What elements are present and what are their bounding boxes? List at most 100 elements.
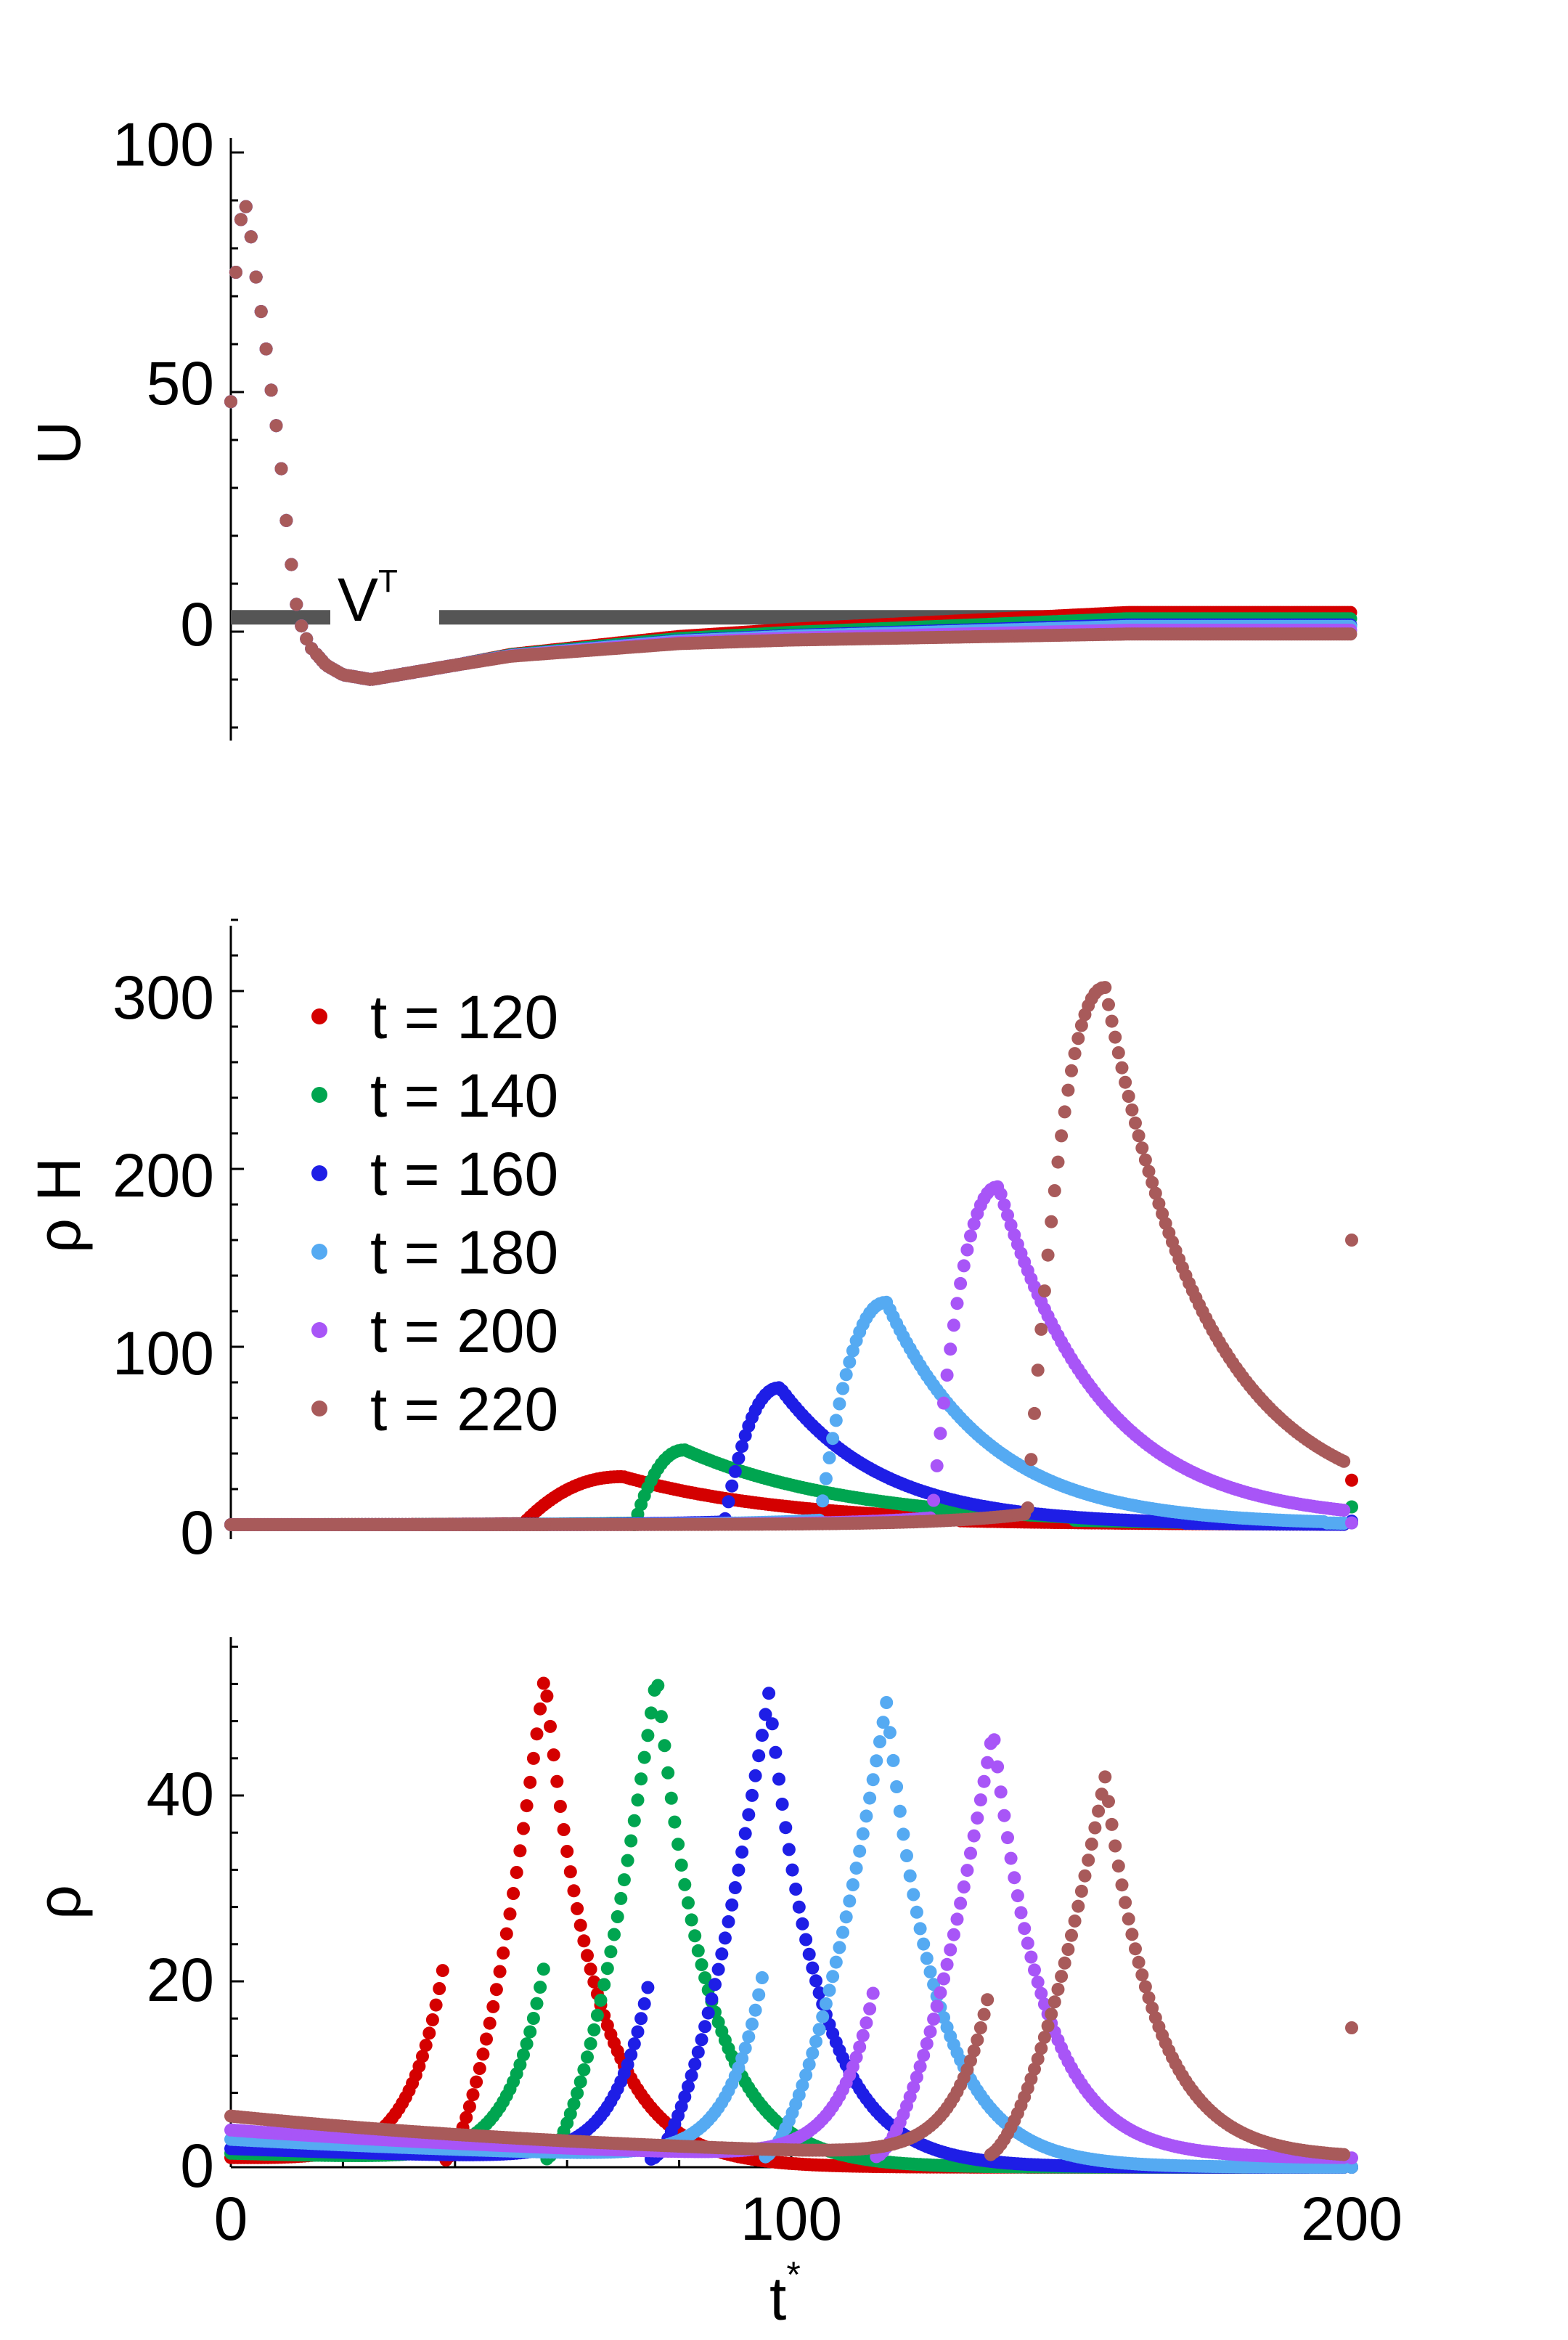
data-point bbox=[950, 1297, 964, 1310]
data-point bbox=[631, 1793, 645, 1807]
data-point bbox=[1065, 1064, 1078, 1077]
data-point bbox=[843, 1356, 857, 1369]
data-point bbox=[1132, 1129, 1146, 1143]
data-point bbox=[536, 1962, 550, 1976]
legend-label: t = 140 bbox=[370, 1061, 558, 1130]
data-point bbox=[927, 1493, 941, 1507]
data-point bbox=[584, 2037, 597, 2050]
data-point bbox=[300, 632, 314, 645]
data-point bbox=[480, 2032, 493, 2046]
data-point bbox=[1028, 1406, 1041, 1420]
data-point bbox=[563, 1865, 577, 1879]
data-point bbox=[937, 1396, 950, 1410]
data-point bbox=[722, 1495, 735, 1509]
data-point bbox=[550, 1774, 564, 1788]
legend-label: t = 120 bbox=[370, 983, 558, 1051]
data-point bbox=[688, 1929, 702, 1943]
data-point bbox=[567, 1884, 581, 1898]
data-point bbox=[1068, 1047, 1082, 1061]
data-point bbox=[685, 1913, 698, 1927]
data-point bbox=[534, 1981, 547, 1994]
data-point bbox=[594, 1994, 608, 2007]
data-point bbox=[520, 2037, 534, 2051]
data-point bbox=[1105, 1014, 1119, 1028]
y-tick-label: 100 bbox=[113, 1319, 214, 1387]
legend-label: t = 200 bbox=[370, 1297, 558, 1365]
data-point bbox=[590, 2008, 604, 2022]
data-point bbox=[419, 2039, 433, 2052]
data-point bbox=[1051, 1155, 1065, 1169]
data-point bbox=[499, 1927, 513, 1941]
data-point bbox=[1115, 1061, 1129, 1075]
data-point-outlier bbox=[1345, 1516, 1358, 1530]
data-point bbox=[1129, 1116, 1142, 1130]
data-point bbox=[507, 1887, 520, 1900]
data-point bbox=[1041, 1248, 1055, 1262]
legend-marker-t140 bbox=[311, 1087, 327, 1103]
data-point bbox=[1337, 1454, 1351, 1468]
data-point bbox=[540, 1689, 554, 1703]
data-point bbox=[547, 1748, 560, 1762]
data-point bbox=[940, 1369, 954, 1382]
data-point bbox=[1055, 1129, 1069, 1143]
data-point bbox=[530, 1727, 544, 1741]
y-tick-label: 300 bbox=[113, 963, 214, 1032]
legend-label: t = 160 bbox=[370, 1140, 558, 1208]
y-tick-label: 50 bbox=[147, 349, 214, 417]
y-ticks-rho-h bbox=[231, 918, 244, 1526]
data-point bbox=[584, 1962, 597, 1976]
y-ticks-u bbox=[231, 151, 244, 729]
data-point bbox=[530, 1997, 544, 2010]
data-point bbox=[1061, 1083, 1075, 1097]
data-point bbox=[671, 1838, 685, 1851]
data-point bbox=[1108, 1030, 1122, 1044]
data-point bbox=[728, 1464, 742, 1478]
data-point bbox=[274, 462, 288, 476]
data-point bbox=[597, 1978, 611, 1992]
y-ticks-rho bbox=[231, 1645, 244, 2169]
data-point bbox=[571, 2087, 584, 2100]
data-point bbox=[960, 1243, 974, 1257]
data-point bbox=[1138, 1153, 1152, 1167]
data-point bbox=[836, 1382, 849, 1395]
panel-u: 100 50 0 U VT bbox=[25, 110, 1357, 741]
data-point bbox=[725, 1479, 739, 1493]
data-point bbox=[581, 1949, 594, 1962]
y-axis-title-rho: ρ bbox=[25, 1885, 93, 1920]
data-point bbox=[954, 1276, 968, 1290]
data-point bbox=[637, 1750, 651, 1764]
data-point bbox=[489, 1983, 503, 1997]
data-point bbox=[285, 558, 298, 571]
data-point bbox=[269, 419, 283, 433]
data-point bbox=[433, 1982, 446, 1995]
series-points-rho bbox=[224, 1676, 1358, 2174]
data-point bbox=[661, 1766, 675, 1780]
y-tick-label: 40 bbox=[147, 1760, 214, 1828]
data-point bbox=[1071, 1032, 1085, 1045]
legend-marker-t200 bbox=[311, 1322, 327, 1338]
data-point bbox=[1344, 627, 1357, 641]
data-point bbox=[1125, 1103, 1139, 1117]
data-point bbox=[544, 1719, 557, 1733]
data-point bbox=[1034, 1322, 1048, 1336]
data-point bbox=[476, 2047, 490, 2061]
data-point bbox=[1102, 998, 1115, 1011]
data-point bbox=[486, 1999, 500, 2013]
data-point bbox=[259, 342, 273, 356]
data-point bbox=[234, 213, 248, 227]
legend: t = 120 t = 140 t = 160 t = 180 t = 200 … bbox=[311, 983, 558, 1443]
data-point bbox=[1058, 1105, 1071, 1119]
data-point bbox=[557, 1823, 571, 1836]
data-point bbox=[510, 1866, 523, 1879]
data-point bbox=[503, 1907, 517, 1921]
data-point bbox=[1122, 1090, 1135, 1103]
panel-rho: 40 20 0 ρ 0 100 200 t* bbox=[25, 1637, 1402, 2333]
data-point bbox=[641, 1729, 655, 1742]
data-point bbox=[534, 1702, 547, 1716]
data-point bbox=[617, 1873, 631, 1887]
data-point bbox=[1024, 1453, 1038, 1467]
data-point bbox=[634, 1772, 648, 1786]
data-point bbox=[695, 1958, 709, 1972]
data-point bbox=[470, 2075, 483, 2089]
